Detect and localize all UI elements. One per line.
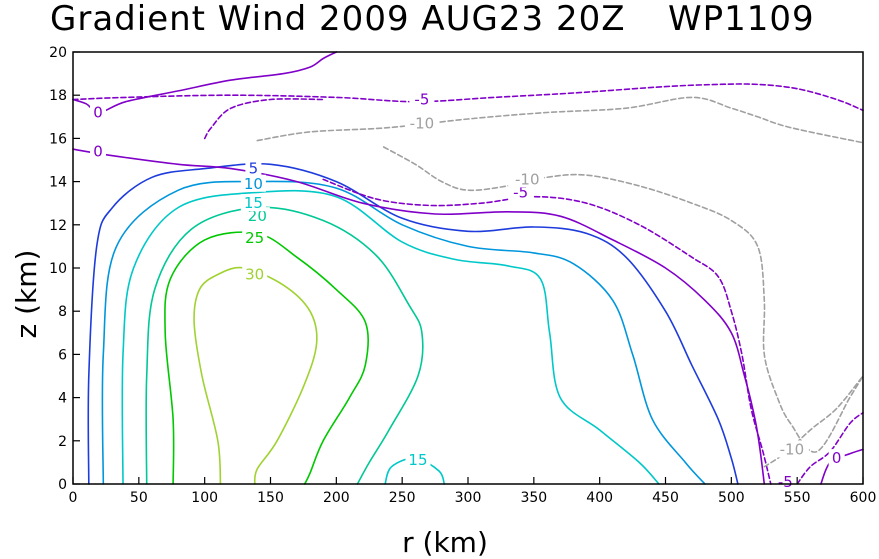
contour-label: -10 [410, 114, 435, 132]
contour-line-p0tl [72, 51, 338, 114]
contour-label-bg [240, 174, 266, 192]
contour-line-p15 [121, 189, 660, 485]
contour-line-n5 [322, 178, 772, 485]
x-tick-label: 350 [520, 490, 547, 506]
contour-label: 30 [245, 265, 264, 283]
contour-line-p25 [164, 231, 369, 485]
y-axis-ticks: 0 2 4 6 8 10 12 14 16 18 20 [49, 45, 80, 493]
y-tick-label: 2 [58, 434, 67, 450]
contour-label: -5 [414, 91, 429, 109]
x-tick-label: 100 [191, 490, 218, 506]
contour-label: -5 [778, 473, 793, 491]
contour-label: 20 [248, 207, 267, 225]
contour-line-n10 [382, 146, 864, 453]
x-tick-label: 0 [69, 490, 78, 506]
contour-line-n5w [203, 98, 324, 140]
contour-line-p5 [87, 162, 739, 485]
y-tick-label: 4 [58, 391, 67, 407]
contour-label: 0 [93, 142, 103, 160]
y-tick-label: 10 [49, 261, 67, 277]
contour-line-n5t [72, 83, 864, 112]
y-tick-label: 0 [58, 477, 67, 493]
contour-label: -10 [780, 440, 805, 458]
contour-label: 0 [93, 103, 103, 121]
contour-label-bg [245, 159, 262, 177]
x-tick-label: 50 [130, 490, 148, 506]
x-tick-label: 150 [257, 490, 284, 506]
y-axis-label: z (km) [10, 250, 43, 339]
contour-label: 5 [249, 160, 259, 178]
contour-label-bg [404, 114, 439, 132]
storm-id: WP1109 [668, 0, 815, 39]
chart-title: Gradient Wind 2009 AUG23 20Z [50, 0, 626, 39]
x-tick-label: 250 [389, 490, 416, 506]
contour-label-bg [510, 170, 545, 188]
contour-label-bg [409, 90, 435, 108]
contour-line-n10t [256, 96, 864, 144]
y-tick-label: 8 [58, 304, 67, 320]
x-tick-label: 300 [455, 490, 482, 506]
plot-frame [72, 51, 864, 485]
x-axis-label: r (km) [402, 526, 488, 559]
contour-line-p30 [193, 266, 318, 485]
contour-label: 0 [832, 449, 842, 467]
contour-label: 15 [408, 451, 427, 469]
contour-label: -10 [515, 170, 540, 188]
contour-label-bg [774, 440, 809, 458]
x-tick-label: 200 [323, 490, 350, 506]
contour-label: 25 [245, 229, 264, 247]
x-tick-label: 600 [850, 490, 877, 506]
x-tick-label: 500 [718, 490, 745, 506]
contour-label: 15 [244, 194, 263, 212]
x-tick-label: 400 [586, 490, 613, 506]
contour-line-p20 [145, 206, 424, 485]
contour-line-n10r [763, 375, 864, 468]
y-tick-label: 14 [49, 175, 67, 191]
contour-layer [72, 51, 864, 485]
contour-label-bg [90, 142, 107, 160]
contour-label-bg [828, 449, 845, 467]
contour-line-n5r [796, 411, 864, 485]
contour-label-bg [90, 103, 107, 121]
x-tick-label: 550 [784, 490, 811, 506]
contour-label-bg [242, 265, 268, 283]
y-tick-label: 12 [49, 218, 67, 234]
y-tick-label: 16 [49, 131, 67, 147]
contour-label-bg [242, 228, 268, 246]
contour-label-bg [508, 183, 534, 201]
contour-label-bg [240, 194, 266, 212]
contour-label-bg [772, 472, 798, 490]
contour-label: 10 [244, 175, 263, 193]
y-tick-label: 6 [58, 347, 67, 363]
contour-label-bg [244, 207, 270, 225]
contour-line-p10 [101, 180, 706, 485]
contour-label: -5 [513, 183, 528, 201]
x-tick-label: 450 [652, 490, 679, 506]
y-tick-label: 20 [49, 45, 67, 61]
x-axis-ticks: 0 50 100 150 200 250 300 350 400 450 500 550 600 [69, 477, 877, 506]
y-tick-label: 18 [49, 88, 67, 104]
contour-label-bg [405, 451, 431, 469]
